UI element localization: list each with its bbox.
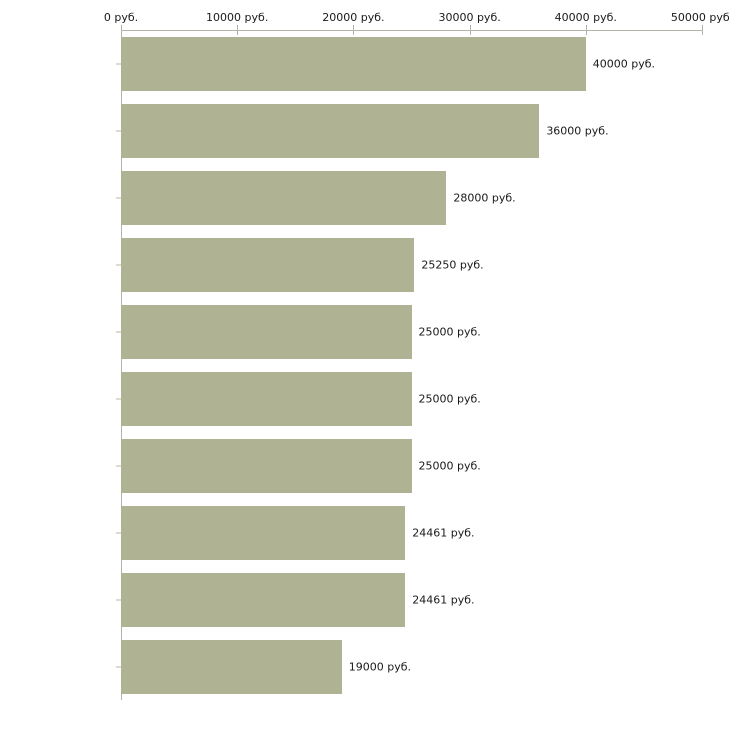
y-axis-tick xyxy=(116,599,121,600)
y-axis-tick xyxy=(116,398,121,399)
bar[interactable] xyxy=(121,103,540,158)
x-axis-tick-label: 40000 руб. xyxy=(554,11,617,24)
bar-value-label: 25000 руб. xyxy=(418,459,481,472)
bar-value-label: 25000 руб. xyxy=(418,392,481,405)
x-axis-tick-label: 10000 руб. xyxy=(206,11,269,24)
bar-value-label: 40000 руб. xyxy=(592,57,656,70)
y-axis-tick xyxy=(116,197,121,198)
bar[interactable] xyxy=(121,237,415,292)
y-axis-tick xyxy=(116,63,121,64)
bar[interactable] xyxy=(121,505,406,560)
y-axis-tick xyxy=(116,666,121,667)
y-axis-tick xyxy=(116,465,121,466)
bar[interactable] xyxy=(121,572,406,627)
bar-value-label: 25250 руб. xyxy=(421,258,484,271)
bar-value-label: 24461 руб. xyxy=(412,593,475,606)
bar[interactable] xyxy=(121,371,412,426)
bar[interactable] xyxy=(121,438,412,493)
x-axis-tick-label: 0 руб. xyxy=(103,11,139,24)
x-axis-tick xyxy=(353,25,355,35)
x-axis-tick xyxy=(121,25,122,35)
bar[interactable] xyxy=(121,36,586,91)
bar-value-label: 28000 руб. xyxy=(453,191,516,204)
x-axis-tick xyxy=(585,25,587,35)
y-axis-line xyxy=(121,30,122,700)
bar-value-label: 24461 руб. xyxy=(412,526,475,539)
y-axis-tick xyxy=(116,130,121,131)
bar[interactable] xyxy=(121,170,447,225)
y-axis-tick xyxy=(116,532,121,533)
bar[interactable] xyxy=(121,639,342,694)
x-axis-tick xyxy=(469,25,471,35)
bar[interactable] xyxy=(121,304,412,359)
x-axis-tick-label: 50000 руб. xyxy=(670,11,730,24)
x-axis-tick-label: 20000 руб. xyxy=(322,11,385,24)
y-axis-tick xyxy=(116,264,121,265)
bar-value-label: 19000 руб. xyxy=(348,660,412,673)
bar-value-label: 36000 руб. xyxy=(546,124,609,137)
x-axis-tick-label: 30000 руб. xyxy=(438,11,501,24)
y-axis-tick xyxy=(116,331,121,332)
x-axis-tick xyxy=(702,25,703,35)
bar-value-label: 25000 руб. xyxy=(418,325,481,338)
x-axis-tick xyxy=(237,25,239,35)
x-axis-line xyxy=(121,30,702,31)
